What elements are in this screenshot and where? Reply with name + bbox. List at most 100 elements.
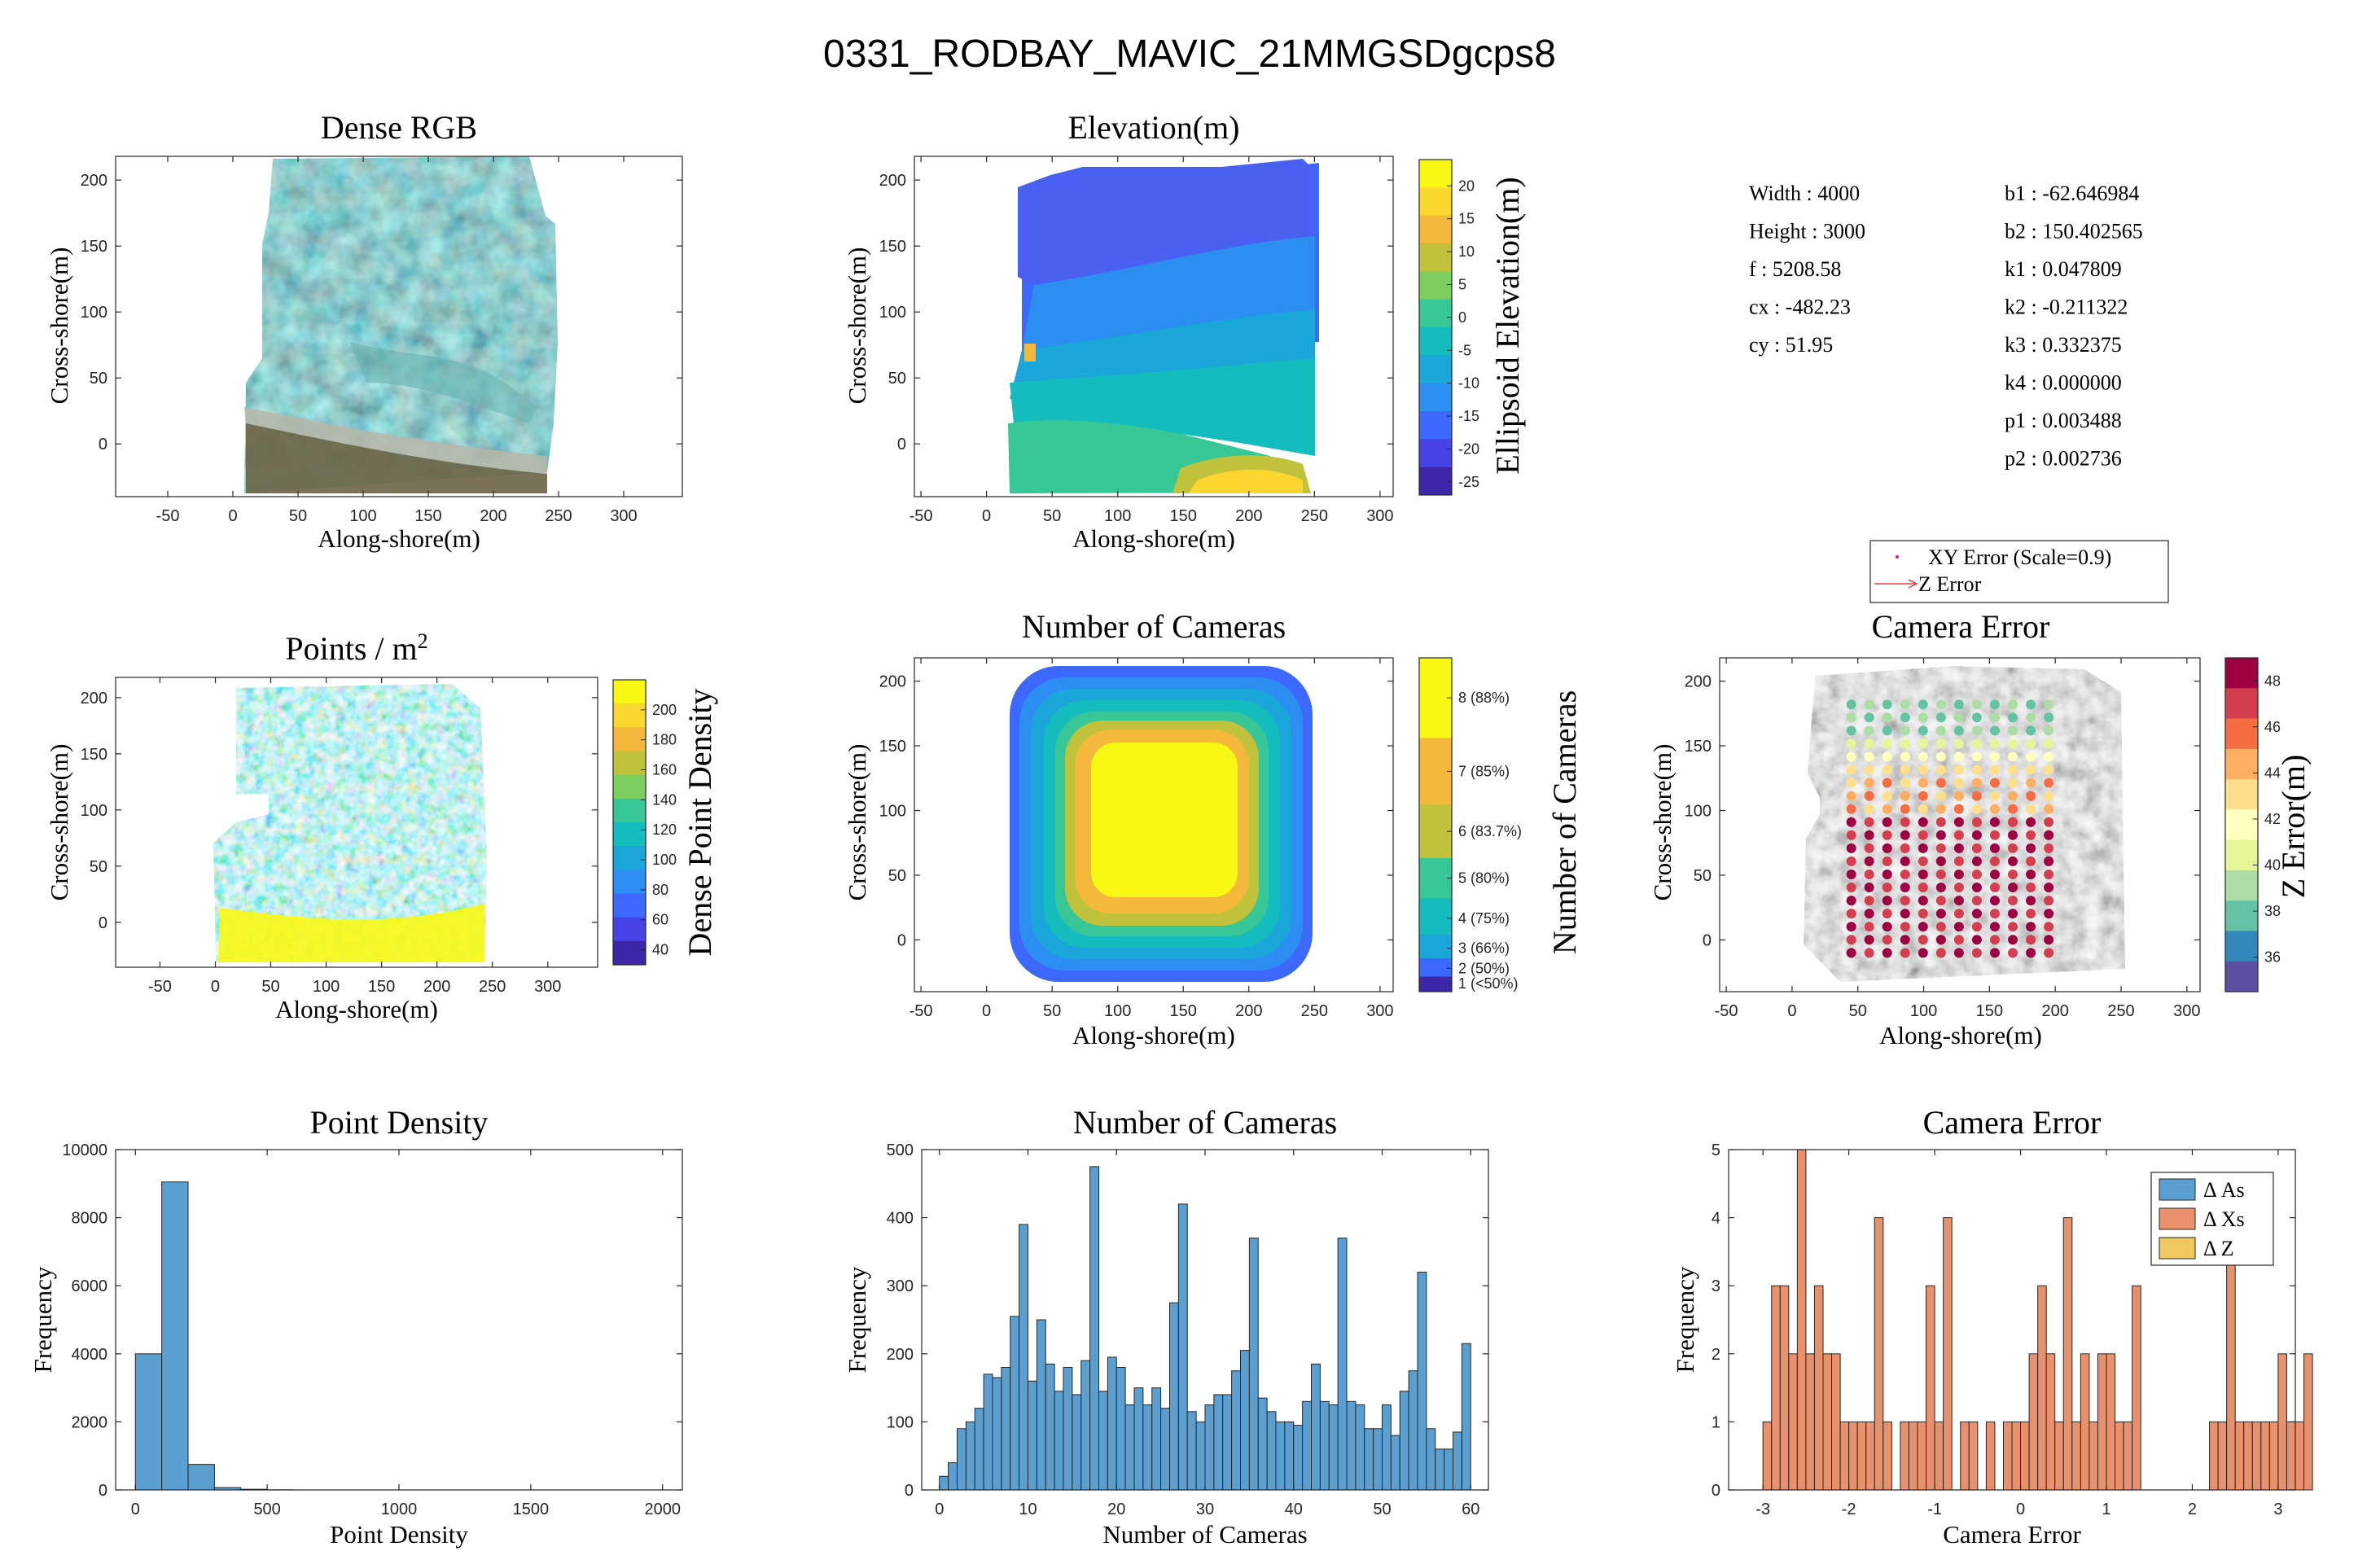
num-cameras-bar xyxy=(1001,1367,1011,1491)
y-tick-label: 4000 xyxy=(72,1346,108,1364)
camera-error-dot xyxy=(1918,817,1928,827)
camera-error-dot xyxy=(1935,765,1946,775)
colorbar-segment xyxy=(1419,858,1452,899)
camera-error-dot xyxy=(1882,856,1892,866)
x-tick-label: 0 xyxy=(1787,1002,1796,1020)
rgb-beach xyxy=(244,407,547,474)
camera-param-text: b2 : 150.402565 xyxy=(2005,220,2143,243)
camera-error-dot xyxy=(1971,856,1982,866)
camera-error-dot xyxy=(1953,765,1964,775)
camera-error-dot xyxy=(2008,725,2018,736)
camera-error-dot xyxy=(1918,765,1928,775)
camera-error-dot xyxy=(2008,830,2018,840)
camera-error-dot xyxy=(1971,830,1982,840)
camera-error-dot xyxy=(1935,948,1946,958)
num-cameras-bar xyxy=(1355,1404,1365,1491)
colorbar-tick-label: 100 xyxy=(652,852,677,868)
num-cameras-bar xyxy=(1089,1166,1099,1491)
camera-error-bar xyxy=(1985,1421,1996,1491)
colorbar-segment xyxy=(613,870,646,894)
y-tick-label: 150 xyxy=(879,238,906,256)
camera-error-dot xyxy=(1935,883,1946,893)
camera-error-dot xyxy=(1882,948,1892,958)
num-cameras-map-title: Number of Cameras xyxy=(1022,608,1286,645)
colorbar-tick-label: 10 xyxy=(1458,243,1475,260)
camera-error-dot xyxy=(1953,712,1964,723)
colorbar-segment xyxy=(1419,271,1452,300)
camera-error-bar xyxy=(2054,1421,2064,1491)
legend-label-delta-xs: Δ Xs xyxy=(2203,1207,2245,1231)
num-cameras-bar xyxy=(1080,1360,1091,1491)
dense-rgb-title: Dense RGB xyxy=(321,109,477,146)
colorbar-segment xyxy=(613,893,646,918)
panel-point-density-hist: Point Density 0 500 1000 1500 2000 0 2000 4000 6… xyxy=(28,1104,683,1549)
num-cameras-bar xyxy=(1115,1367,1126,1491)
panel-dense-rgb: Dense RGB -50 0 50 100 150 200 250 300 0 50 100 150… xyxy=(45,109,683,553)
y-tick-label: 200 xyxy=(1685,673,1712,691)
camera-error-bar xyxy=(1796,1149,1807,1491)
camera-error-bar xyxy=(1813,1285,1824,1491)
camera-error-bar xyxy=(2132,1285,2141,1491)
x-tick-label: -1 xyxy=(1927,1501,1942,1518)
elevation-band-1 xyxy=(1018,159,1315,285)
camera-error-dot xyxy=(1918,751,1928,762)
colorbar-segment xyxy=(2225,900,2258,931)
camera-error-dot xyxy=(2026,883,2036,893)
y-tick-label: 8000 xyxy=(72,1210,108,1228)
camera-error-dot xyxy=(1918,922,1928,932)
camera-error-dot xyxy=(1918,856,1928,866)
camera-error-dot xyxy=(2026,699,2036,710)
num-cameras-bar xyxy=(1045,1363,1055,1491)
camera-error-bar xyxy=(1771,1285,1781,1491)
num-cameras-bar xyxy=(1186,1411,1197,1491)
camera-error-dot xyxy=(1846,817,1856,827)
camera-error-dot xyxy=(1864,712,1874,723)
x-tick-label: -2 xyxy=(1842,1501,1856,1518)
dense-rgb-axes-box xyxy=(115,156,683,497)
num-cameras-map-axes-box xyxy=(914,657,1394,992)
x-tick-label: 100 xyxy=(1104,507,1131,525)
num-cameras-bar xyxy=(1408,1370,1418,1491)
camera-error-dot xyxy=(1935,817,1946,827)
camera-error-dot xyxy=(1846,738,1856,749)
camera-error-dot xyxy=(1864,909,1874,919)
y-tick-label: 0 xyxy=(905,1482,914,1500)
camera-error-dot xyxy=(1846,948,1856,958)
camera-error-dot xyxy=(1953,896,1964,906)
num-cameras-bar xyxy=(1302,1400,1312,1491)
camera-error-dot xyxy=(1971,843,1982,853)
camera-error-dot xyxy=(2008,843,2018,853)
camera-error-dot xyxy=(2008,869,2018,879)
camera-error-dot xyxy=(1918,896,1928,906)
colorbar-segment xyxy=(2225,718,2258,750)
camera-error-dot xyxy=(1989,830,2000,840)
camera-error-dot xyxy=(1882,843,1892,853)
points-m2-colorbar-label: Dense Point Density xyxy=(682,689,718,957)
elevation-title: Elevation(m) xyxy=(1067,109,1239,146)
x-tick-label: 200 xyxy=(2042,1002,2069,1020)
camera-error-dot xyxy=(1864,883,1874,893)
colorbar-tick-label: 40 xyxy=(652,942,668,958)
colorbar-segment xyxy=(2225,658,2258,689)
rgb-mosaic-area xyxy=(244,156,558,493)
colorbar-tick-label: 0 xyxy=(1458,309,1466,326)
num-cameras-hist-title: Number of Cameras xyxy=(1073,1104,1337,1141)
x-tick-label: 250 xyxy=(1301,507,1328,525)
num-cameras-bar xyxy=(1382,1404,1392,1491)
colorbar-segment xyxy=(613,917,646,942)
x-tick-label: 300 xyxy=(1366,1002,1393,1020)
rgb-vegetation xyxy=(246,423,547,493)
camera-param-text: b1 : -62.646984 xyxy=(2005,182,2139,205)
camera-error-dot xyxy=(1971,817,1982,827)
x-tick-label: 100 xyxy=(1104,1002,1131,1020)
camera-error-dot xyxy=(1900,778,1910,788)
camera-error-dot xyxy=(1882,896,1892,906)
colorbar-tick-label: -5 xyxy=(1458,342,1471,358)
colorbar-tick-label: 2 (50%) xyxy=(1458,960,1510,976)
camera-error-map-ticks: -50 0 50 100 150 200 250 300 0 50 100 150 200 xyxy=(1685,658,2201,1020)
x-tick-label: 150 xyxy=(1170,507,1197,525)
elevation-band-4 xyxy=(1010,358,1315,456)
camera-error-dot xyxy=(2044,738,2054,749)
x-tick-label: 2 xyxy=(2188,1501,2197,1518)
